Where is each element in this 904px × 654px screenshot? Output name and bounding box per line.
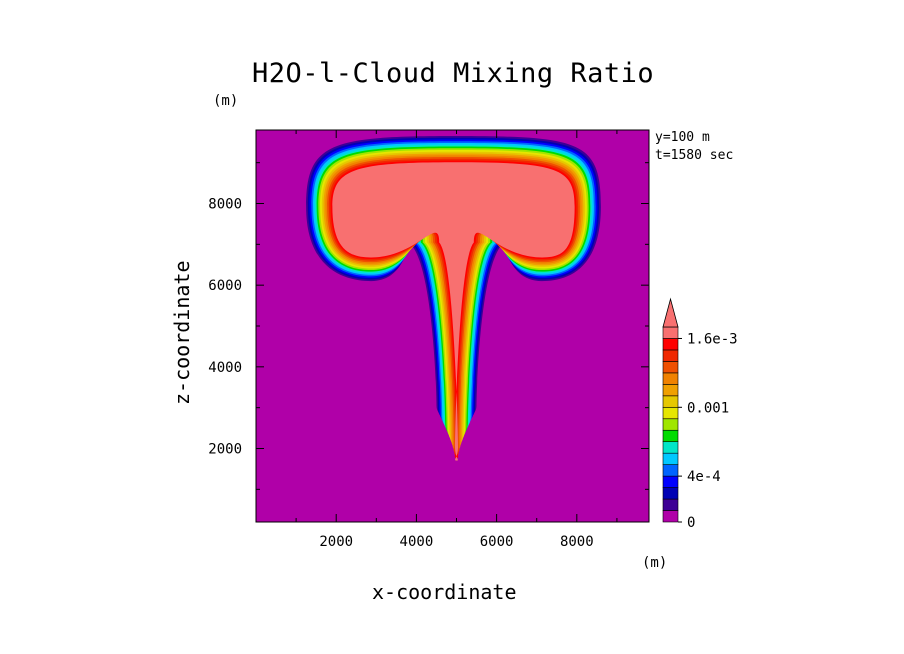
colorbar-segment	[662, 487, 679, 500]
colorbar-segment	[662, 361, 679, 374]
colorbar-segment	[662, 395, 679, 408]
colorbar-segment	[662, 326, 679, 339]
y-unit-label: (m)	[213, 93, 239, 109]
x-unit-label: (m)	[642, 555, 668, 571]
x-tick-label: 2000	[319, 534, 353, 550]
x-tick-label: 6000	[480, 534, 514, 550]
colorbar-label: 0	[687, 515, 695, 531]
y-tick-label: 2000	[208, 442, 242, 458]
colorbar-segment	[662, 349, 679, 362]
colorbar-segment	[662, 498, 679, 511]
y-tick-label: 6000	[208, 278, 242, 294]
y-tick-label: 4000	[208, 360, 242, 376]
time-annotation: t=1580 sec	[655, 148, 734, 163]
colorbar-segment	[662, 464, 679, 477]
colorbar-label: 4e-4	[687, 469, 721, 485]
colorbar-segment	[662, 418, 679, 431]
chart-title: H2O-l-Cloud Mixing Ratio	[252, 58, 655, 89]
colorbar-extend-arrow	[662, 297, 679, 328]
colorbar-segment	[662, 406, 679, 420]
y-tick-label: 8000	[208, 197, 242, 213]
colorbar-segment	[662, 510, 679, 523]
colorbar-segment	[662, 441, 679, 454]
colorbar-segment	[662, 372, 679, 385]
cloud-plume-contours	[306, 136, 601, 461]
x-axis-label: x-coordinate	[372, 580, 517, 604]
colorbar-segment	[662, 384, 679, 397]
y-position-annotation: y=100 m	[655, 130, 710, 145]
x-tick-label: 8000	[560, 534, 594, 550]
colorbar-segment	[662, 429, 679, 443]
axis-ticks: 2000 4000 6000 8000 2000 4000 6000 8000	[208, 130, 649, 550]
colorbar-label: 0.001	[687, 400, 729, 416]
colorbar-segment	[662, 338, 679, 351]
colorbar-segment	[662, 475, 679, 488]
x-tick-label: 4000	[400, 534, 434, 550]
colorbar-segment	[662, 452, 679, 465]
colorbar: 0 4e-4 0.001 1.6e-3	[662, 297, 738, 531]
plume-contour-band	[332, 162, 575, 461]
colorbar-label: 1.6e-3	[687, 331, 738, 347]
